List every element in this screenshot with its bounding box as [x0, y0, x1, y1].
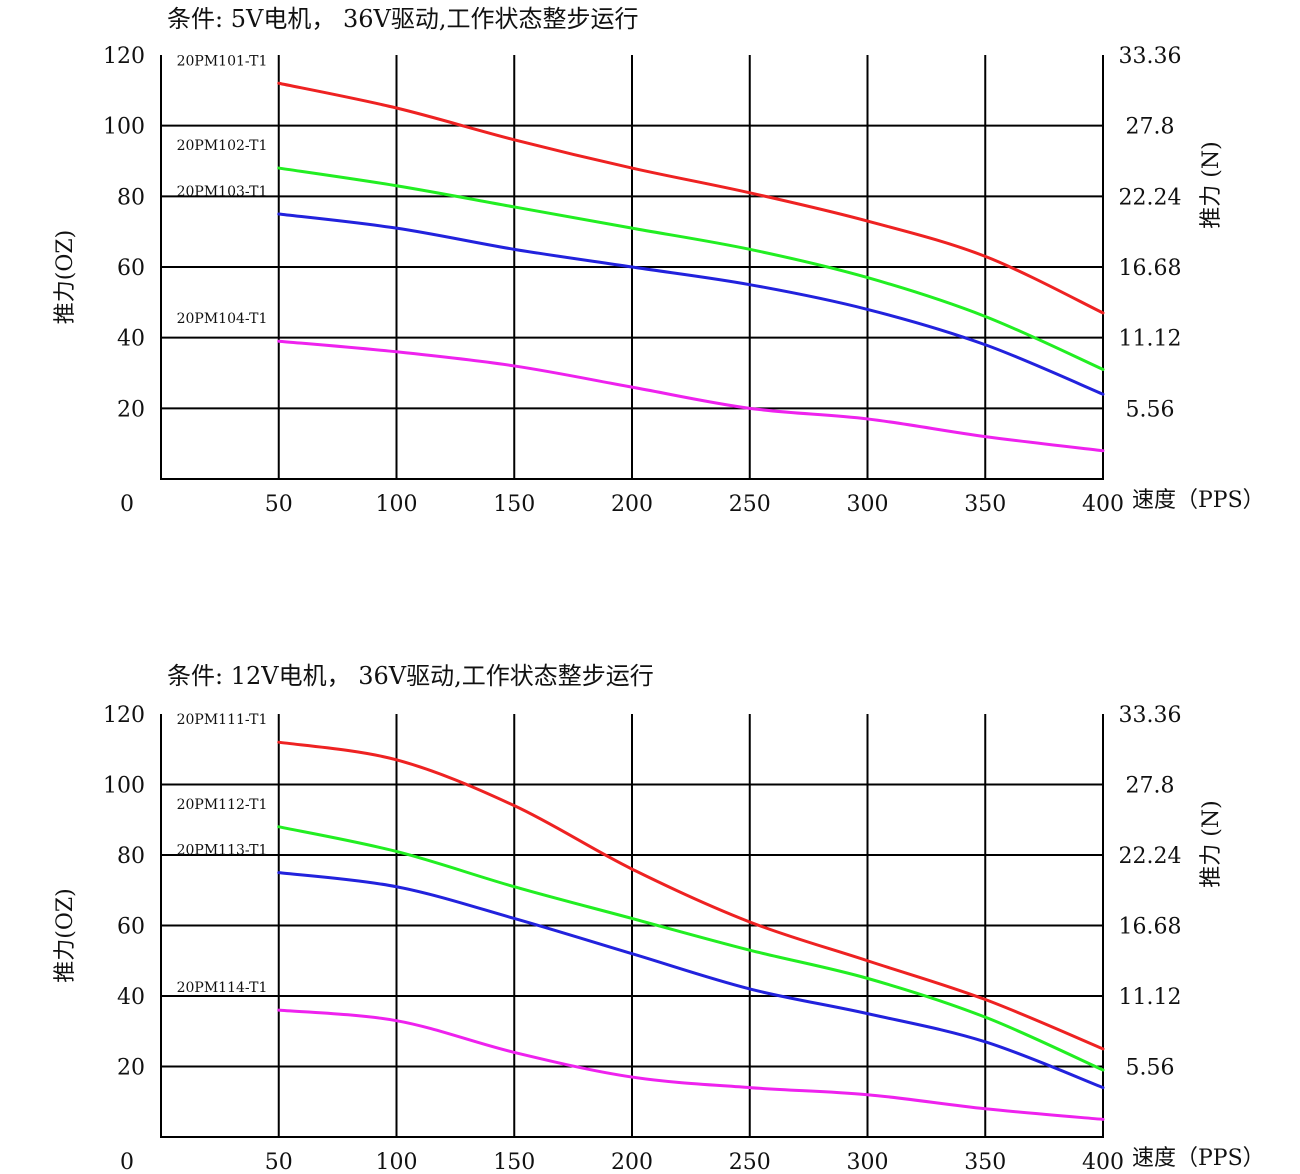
- y-tick-label: 120: [103, 44, 145, 69]
- chart-title: 条件: 5V电机， 36V驱动,工作状态整步运行: [167, 5, 638, 33]
- series-line-20PM111-T1: [277, 740, 1105, 1051]
- x-tick-label: 350: [964, 1150, 1006, 1174]
- y2-tick-label: 11.12: [1119, 327, 1182, 352]
- series-line-20PM104-T1: [277, 339, 1105, 453]
- y-tick-label: 40: [117, 985, 145, 1010]
- x-tick-label: 350: [964, 492, 1006, 517]
- y-tick-label: 60: [117, 915, 145, 940]
- x-tick-label: 100: [376, 492, 418, 517]
- y-tick-label: 60: [117, 256, 145, 281]
- y2-tick-label: 16.68: [1119, 915, 1182, 940]
- y2-axis-label: 推力 (N): [1199, 141, 1224, 228]
- y-axis-label: 推力(OZ): [53, 230, 78, 325]
- plot-frame: [160, 714, 1104, 1138]
- y-tick-label: 20: [117, 1056, 145, 1081]
- y-tick-label: 100: [103, 774, 145, 799]
- x-axis-label: 速度（PPS）: [1132, 488, 1265, 513]
- y2-tick-label: 5.56: [1126, 397, 1175, 422]
- x-tick-label: 400: [1082, 1150, 1124, 1174]
- y-tick-label: 80: [117, 844, 145, 869]
- series-line-20PM101-T1: [277, 81, 1105, 315]
- y2-tick-label: 11.12: [1119, 985, 1182, 1010]
- x-tick-label: 200: [611, 1150, 653, 1174]
- y2-axis-label: 推力 (N): [1199, 800, 1224, 887]
- y-tick-label: 100: [103, 115, 145, 140]
- series-line-20PM114-T1: [277, 1008, 1105, 1121]
- y-tick-label: 120: [103, 703, 145, 728]
- y-axis-label: 推力(OZ): [53, 888, 78, 983]
- series-line-20PM102-T1: [277, 166, 1105, 371]
- x-tick-label: 250: [729, 492, 771, 517]
- x-tick-label: 100: [376, 1150, 418, 1174]
- series-label: 20PM103-T1: [177, 184, 268, 200]
- y2-tick-label: 16.68: [1119, 256, 1182, 281]
- series-label: 20PM111-T1: [177, 712, 268, 728]
- series-line-20PM103-T1: [277, 212, 1105, 396]
- y2-tick-label: 33.36: [1119, 44, 1182, 69]
- chart-panel-2: 条件: 12V电机， 36V驱动,工作状态整步运行 120 33.36 100 27.8…: [53, 662, 1265, 1174]
- series-label: 20PM113-T1: [177, 843, 268, 859]
- chart-title: 条件: 12V电机， 36V驱动,工作状态整步运行: [167, 662, 654, 690]
- y-tick-label: 20: [117, 397, 145, 422]
- x-tick-label: 150: [493, 492, 535, 517]
- series-line-20PM113-T1: [277, 871, 1105, 1090]
- y2-tick-label: 33.36: [1119, 703, 1182, 728]
- x-axis-label: 速度（PPS）: [1132, 1146, 1265, 1171]
- x-tick-label: 250: [729, 1150, 771, 1174]
- x-tick-label: 300: [847, 492, 889, 517]
- x-tick-label: 200: [611, 492, 653, 517]
- y2-tick-label: 5.56: [1126, 1056, 1175, 1081]
- x-tick-label: 150: [493, 1150, 535, 1174]
- series-label: 20PM102-T1: [177, 138, 268, 154]
- x-tick-label: 0: [120, 1150, 134, 1174]
- y2-tick-label: 27.8: [1126, 115, 1175, 140]
- y2-tick-label: 27.8: [1126, 774, 1175, 799]
- x-tick-label: 0: [120, 492, 134, 517]
- chart-panel-1: 条件: 5V电机， 36V驱动,工作状态整步运行 120 33.36 100 27.8 8…: [53, 5, 1265, 517]
- y2-tick-label: 22.24: [1119, 185, 1182, 210]
- plot-frame: [160, 55, 1104, 480]
- y-tick-label: 40: [117, 327, 145, 352]
- x-tick-label: 50: [265, 492, 293, 517]
- series-line-20PM112-T1: [277, 825, 1105, 1072]
- x-tick-label: 50: [265, 1150, 293, 1174]
- series-label: 20PM112-T1: [177, 797, 268, 813]
- series-label: 20PM101-T1: [177, 53, 268, 69]
- series-label: 20PM114-T1: [177, 980, 268, 996]
- x-tick-label: 400: [1082, 492, 1124, 517]
- y2-tick-label: 22.24: [1119, 844, 1182, 869]
- y-tick-label: 80: [117, 185, 145, 210]
- series-label: 20PM104-T1: [177, 311, 268, 327]
- x-tick-label: 300: [847, 1150, 889, 1174]
